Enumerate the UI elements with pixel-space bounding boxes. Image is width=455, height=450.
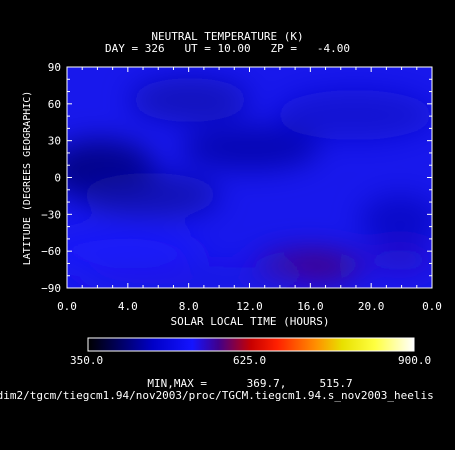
colorbar-mid-label: 625.0 xyxy=(233,354,267,367)
y-axis-ticks: 90 60 30 0 −30 −60 −90 xyxy=(41,61,432,295)
y-axis-label: LATITUDE (DEGREES GEOGRAPHIC) xyxy=(22,91,33,266)
y-tick-label: 90 xyxy=(48,61,61,74)
y-tick-label: 0 xyxy=(54,172,61,185)
x-tick-label: 16.0 xyxy=(297,300,324,313)
y-tick-label: −30 xyxy=(41,208,61,221)
min-max-readout: MIN,MAX = 369.7, 515.7 xyxy=(147,377,353,390)
x-tick-label: 4.0 xyxy=(118,300,138,313)
y-tick-label: 30 xyxy=(48,135,61,148)
chart-subtitle: DAY = 326 UT = 10.00 ZP = -4.00 xyxy=(104,42,351,55)
heatmap-blobs xyxy=(67,78,432,288)
colorbar-max-label: 900.0 xyxy=(398,354,432,367)
file-path-text: /dim2/tgcm/tiegcm1.94/nov2003/proc/TGCM.… xyxy=(0,389,434,402)
x-axis-label: SOLAR LOCAL TIME (HOURS) xyxy=(171,315,330,328)
chart-axes: 0.0 4.0 8.0 12.0 16.0 20.0 0.0 90 60 30 0 −30 −60 −9… xyxy=(41,61,442,313)
colorbar-min-label: 350.0 xyxy=(70,354,104,367)
x-axis-ticks: 0.0 4.0 8.0 12.0 16.0 20.0 0.0 xyxy=(57,67,442,313)
colorbar-gradient xyxy=(88,338,414,351)
y-tick-label: 60 xyxy=(48,98,61,111)
x-tick-label: 12.0 xyxy=(236,300,263,313)
y-tick-label: −90 xyxy=(41,282,61,295)
heatmap-cell xyxy=(365,248,432,272)
chart-title: NEUTRAL TEMPERATURE (K) xyxy=(151,30,304,43)
x-tick-label: 0.0 xyxy=(57,300,77,313)
x-tick-label: 8.0 xyxy=(179,300,199,313)
heatmap-cell xyxy=(180,126,320,170)
heatmap-cell xyxy=(80,173,220,217)
colorbar-frame xyxy=(87,337,415,352)
colorbar xyxy=(87,337,415,352)
heatmap-cell xyxy=(80,266,320,288)
heatmap-cell xyxy=(67,230,200,270)
x-tick-label: 20.0 xyxy=(358,300,385,313)
heatmap-cell xyxy=(360,195,432,245)
x-tick-label: 0.0 xyxy=(422,300,442,313)
heatmap-cell xyxy=(275,90,432,140)
y-tick-label: −60 xyxy=(41,245,61,258)
heatmap-cell xyxy=(130,78,250,122)
heatmap-field xyxy=(67,67,432,288)
